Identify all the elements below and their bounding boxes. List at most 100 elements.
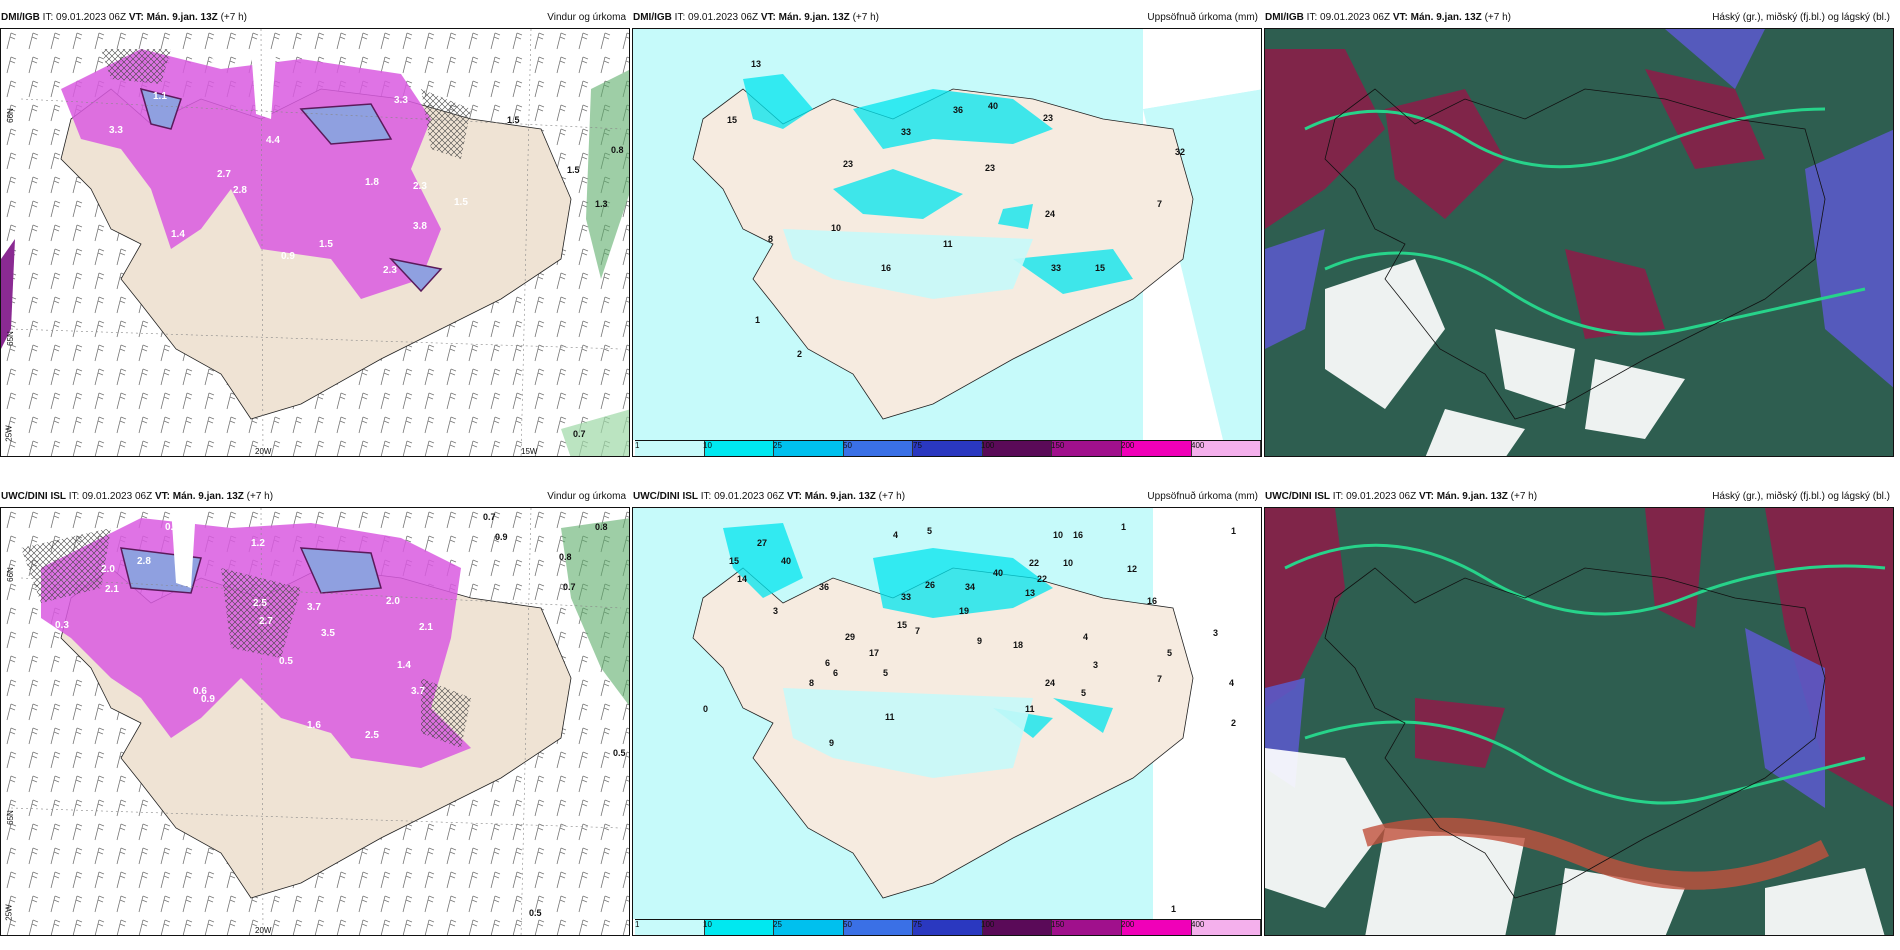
accum-label: 15 xyxy=(1095,263,1106,273)
accum-label: 33 xyxy=(901,592,912,602)
colorbar-swatch xyxy=(982,920,1053,935)
colorbar-label: 150 xyxy=(1051,920,1065,929)
precip-colorbar xyxy=(635,440,1261,456)
valid-time-label: VT: xyxy=(1418,491,1434,502)
panel-header: DMI/IGB IT: 09.01.2023 06Z VT: Mán. 9.ja… xyxy=(1264,8,1894,28)
panel-uwc-accum: UWC/DINI ISL IT: 09.01.2023 06Z VT: Mán.… xyxy=(632,487,1262,936)
colorbar-label: 10 xyxy=(703,441,712,450)
precip-label: 2.1 xyxy=(105,584,119,595)
lon-label-25w: 25W xyxy=(4,425,14,442)
lat-label-65n: 65N xyxy=(5,331,15,346)
accum-label: 9 xyxy=(977,636,983,646)
colorbar-label: 100 xyxy=(981,441,995,450)
low-cloud-south xyxy=(1362,817,1830,890)
panel-header: UWC/DINI ISL IT: 09.01.2023 06Z VT: Mán.… xyxy=(1264,487,1894,507)
init-time: IT: 09.01.2023 06Z xyxy=(1332,491,1417,502)
precip-label: 0.6 xyxy=(193,686,207,697)
panel-title: Uppsöfnuð úrkoma (mm) xyxy=(1147,491,1258,502)
valid-time-label: VT: xyxy=(1392,12,1408,23)
accum-label: 11 xyxy=(1025,704,1035,714)
low-cloud xyxy=(1265,628,1825,808)
lead-time: (+7 h) xyxy=(220,12,247,23)
accum-label: 15 xyxy=(727,115,738,125)
white-clear xyxy=(1153,508,1261,919)
precip-hatched xyxy=(101,49,471,159)
lon-label-20w: 20W xyxy=(255,447,272,456)
panel-header: UWC/DINI ISL IT: 09.01.2023 06Z VT: Mán.… xyxy=(0,487,630,507)
lon-label-25w: 25W xyxy=(4,904,14,921)
accum-label: 23 xyxy=(1043,113,1054,123)
precip-label: 3.3 xyxy=(109,125,123,136)
precip-label: 2.5 xyxy=(365,730,379,741)
init-time: IT: 09.01.2023 06Z xyxy=(700,491,785,502)
wind-label: 0.5 xyxy=(529,908,542,918)
panel-title: Háský (gr.), miðský (fj.bl.) og lágský (… xyxy=(1712,12,1890,23)
precip-label: 1.1 xyxy=(153,91,167,102)
accum-label: 12 xyxy=(1127,564,1138,574)
map-accum-precip: 13 15 33 36 40 23 23 23 32 10 8 16 11 24… xyxy=(632,28,1262,457)
lon-label-15w: 15W xyxy=(521,447,538,456)
accum-label: 17 xyxy=(869,648,880,658)
precip-label: 2.7 xyxy=(259,616,273,627)
wind-label: 1.3 xyxy=(595,199,608,209)
iceland-outline xyxy=(1324,567,1826,899)
accum-label: 13 xyxy=(1025,588,1036,598)
clear-sky xyxy=(1325,259,1685,456)
colorbar-label: 25 xyxy=(773,441,782,450)
accum-label: 3 xyxy=(1213,628,1219,638)
wind-strong-area xyxy=(561,518,629,706)
precip-label: 3.3 xyxy=(394,95,408,106)
colorbar-label: 400 xyxy=(1191,441,1205,450)
wind-precip-map-graphic xyxy=(1,508,629,935)
colorbar-swatch xyxy=(1052,441,1122,456)
map-clouds xyxy=(1264,28,1894,457)
panel-title: Uppsöfnuð úrkoma (mm) xyxy=(1147,12,1258,23)
accum-label: 19 xyxy=(959,606,970,616)
mid-cloud xyxy=(1265,508,1893,807)
precip-label: 0.9 xyxy=(281,251,295,262)
precip-label: 3.7 xyxy=(411,686,425,697)
wind-label: 1.5 xyxy=(567,165,580,175)
precip-label: 2.5 xyxy=(253,598,267,609)
accum-label: 10 xyxy=(831,223,842,233)
valid-time: Mán. 9.jan. 13Z xyxy=(172,491,244,502)
wind-label: 0.7 xyxy=(483,512,496,522)
high-cloud-edge-2 xyxy=(1304,720,1866,805)
precip-colorbar xyxy=(635,919,1261,935)
panel-uwc-wind-precip: UWC/DINI ISL IT: 09.01.2023 06Z VT: Mán.… xyxy=(0,487,630,936)
colorbar-label: 200 xyxy=(1121,441,1135,450)
high-cloud-edge-2 xyxy=(1324,251,1866,336)
panel-title: Háský (gr.), miðský (fj.bl.) og lágský (… xyxy=(1712,491,1890,502)
precip-label: 2.0 xyxy=(101,564,115,575)
white-snow-patch xyxy=(171,508,196,588)
wind-label: 0.5 xyxy=(613,748,626,758)
precip-label: 1.4 xyxy=(397,660,411,671)
init-time: IT: 09.01.2023 06Z xyxy=(1306,12,1391,23)
accum-light xyxy=(783,229,1033,299)
accum-label: 3 xyxy=(773,606,779,616)
wind-label: 0.7 xyxy=(563,582,576,592)
accum-label: 7 xyxy=(915,626,921,636)
precip-label: 0.9 xyxy=(201,694,215,705)
accum-label: 18 xyxy=(1013,640,1024,650)
panel-title: Vindur og úrkoma xyxy=(547,491,626,502)
colorbar-swatch xyxy=(1121,920,1192,935)
precip-label: 2.8 xyxy=(233,185,247,196)
precip-label: 2.7 xyxy=(217,169,231,180)
accum-label: 11 xyxy=(943,239,953,249)
colorbar-label: 25 xyxy=(773,920,782,929)
accum-label: 36 xyxy=(953,105,964,115)
accum-label: 22 xyxy=(1037,574,1048,584)
colorbar-label: 200 xyxy=(1121,920,1135,929)
accum-label: 34 xyxy=(965,582,976,592)
precip-label: 3.7 xyxy=(307,602,321,613)
precip-label: 1.4 xyxy=(171,229,185,240)
accum-label: 13 xyxy=(751,59,762,69)
accum-label: 4 xyxy=(1083,632,1089,642)
accum-label: 40 xyxy=(993,568,1004,578)
panel-header: DMI/IGB IT: 09.01.2023 06Z VT: Mán. 9.ja… xyxy=(632,8,1262,28)
map-clouds xyxy=(1264,507,1894,936)
colorbar-swatch xyxy=(913,920,983,935)
west-edge-precip xyxy=(1,239,15,349)
panel-uwc-clouds: UWC/DINI ISL IT: 09.01.2023 06Z VT: Mán.… xyxy=(1264,487,1894,936)
